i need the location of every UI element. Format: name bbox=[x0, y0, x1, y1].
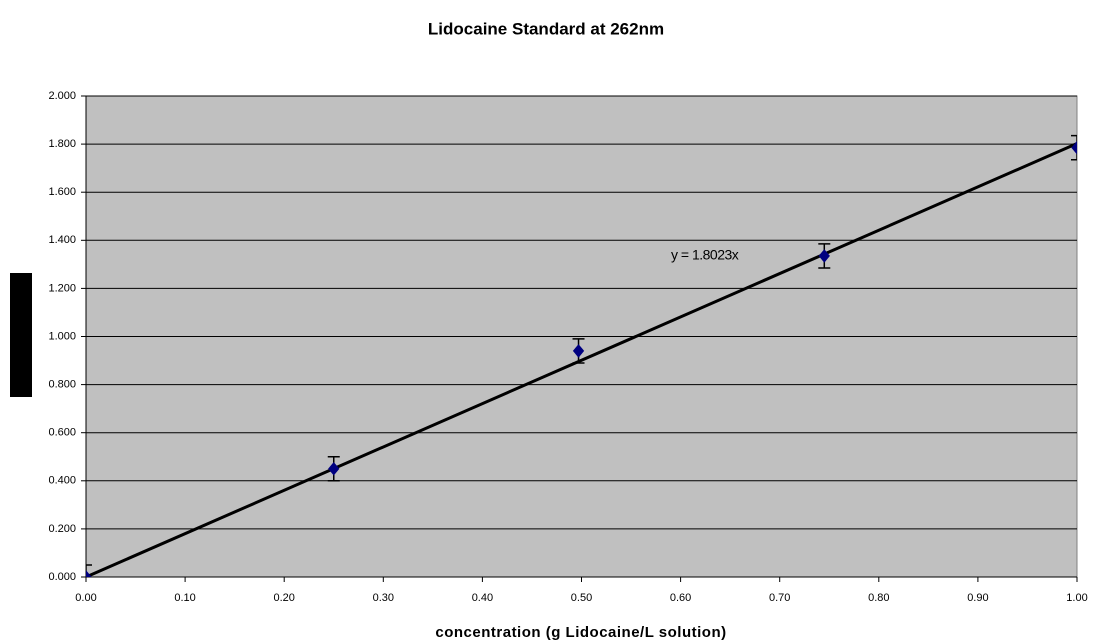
y-tick-label: 0.400 bbox=[48, 475, 76, 487]
y-tick-label: 0.000 bbox=[48, 571, 76, 583]
y-tick-label: 0.800 bbox=[48, 379, 76, 391]
x-tick-label: 0.40 bbox=[472, 592, 493, 604]
y-tick-label: 1.200 bbox=[48, 282, 76, 294]
chart-title: Lidocaine Standard at 262nm bbox=[428, 19, 664, 38]
error-bar bbox=[86, 564, 92, 577]
y-tick-label: 1.000 bbox=[48, 330, 76, 342]
x-tick-label: 0.30 bbox=[373, 592, 394, 604]
point bbox=[328, 461, 340, 476]
y-tick-label: 1.800 bbox=[48, 138, 76, 150]
y-tick-label: 0.600 bbox=[48, 427, 76, 439]
marks bbox=[86, 134, 1077, 577]
x-tick-label: 0.70 bbox=[769, 592, 790, 604]
x-tick-label: 0.10 bbox=[174, 592, 195, 604]
trendline bbox=[86, 142, 1077, 577]
y-tick-label: 1.400 bbox=[48, 234, 76, 246]
error-bar bbox=[1071, 134, 1077, 161]
x-tick-label: 0.50 bbox=[571, 592, 592, 604]
redacted-y-label bbox=[10, 273, 32, 397]
trendline-equation: y = 1.8023x bbox=[671, 247, 739, 263]
point bbox=[86, 570, 92, 577]
point bbox=[1071, 140, 1077, 155]
point bbox=[818, 249, 830, 263]
y-tick-label: 0.200 bbox=[48, 523, 76, 535]
y-tick-label: 1.600 bbox=[48, 186, 76, 198]
x-tick-label: 0.80 bbox=[868, 592, 889, 604]
x-tick-label: 0.00 bbox=[75, 592, 96, 604]
x-tick-label: 0.90 bbox=[967, 592, 988, 604]
point bbox=[572, 344, 585, 358]
grid bbox=[81, 95, 1078, 582]
x-tick-label: 0.20 bbox=[273, 592, 294, 604]
x-axis-label: concentration (g Lidocaine/L solution) bbox=[435, 624, 726, 641]
x-tick-label: 1.00 bbox=[1066, 592, 1087, 604]
x-tick-label: 0.60 bbox=[670, 592, 691, 604]
y-tick-label: 2.000 bbox=[48, 90, 76, 102]
